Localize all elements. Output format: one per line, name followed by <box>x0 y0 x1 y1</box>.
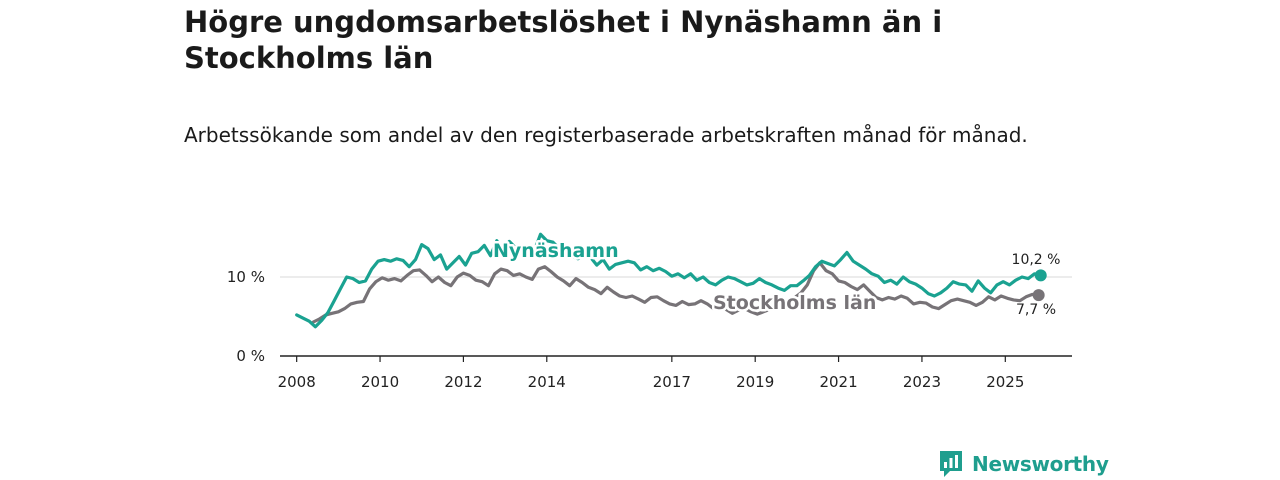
chart-title: Högre ungdomsarbetslöshet i Nynäshamn än… <box>184 5 943 75</box>
series-end-point <box>1034 269 1047 282</box>
end-label-nynashamn: 10,2 % <box>1012 252 1061 268</box>
end-label-stockholms-lan: 7,7 % <box>1016 302 1056 318</box>
series-label-nynashamn: Nynäshamn <box>493 240 619 262</box>
bar-chart-speech-bubble-icon <box>940 451 962 477</box>
newsworthy-logo: Newsworthy <box>938 449 1109 479</box>
x-axis <box>280 355 1072 362</box>
y-tick-label: 0 % <box>236 347 265 365</box>
series-layer <box>295 232 1047 329</box>
x-tick-label: 2023 <box>903 373 941 391</box>
line-chart: 0 % 10 % 2008 2010 2012 2014 2017 2019 2021 2023 2… <box>227 232 1072 392</box>
x-tick-label: 2017 <box>653 373 691 391</box>
y-tick-label: 10 % <box>227 268 265 286</box>
series-line-stockholms-lan <box>311 261 1041 324</box>
brand-name: Newsworthy <box>972 452 1109 476</box>
chart-subtitle: Arbetssökande som andel av den registerb… <box>184 123 1028 147</box>
x-tick-label: 2025 <box>986 373 1024 391</box>
label-layer: 0 % 10 % 2008 2010 2012 2014 2017 2019 2021 2023 2… <box>227 238 1061 392</box>
x-tick-label: 2012 <box>444 373 482 391</box>
x-tick-label: 2008 <box>278 373 316 391</box>
series-line-nynashamn <box>295 232 1043 329</box>
series-end-point <box>1032 289 1045 302</box>
x-tick-label: 2019 <box>736 373 774 391</box>
x-tick-label: 2014 <box>528 373 566 391</box>
series-label-stockholms-lan: Stockholms län <box>713 292 876 314</box>
x-tick-label: 2010 <box>361 373 399 391</box>
x-tick-label: 2021 <box>819 373 857 391</box>
